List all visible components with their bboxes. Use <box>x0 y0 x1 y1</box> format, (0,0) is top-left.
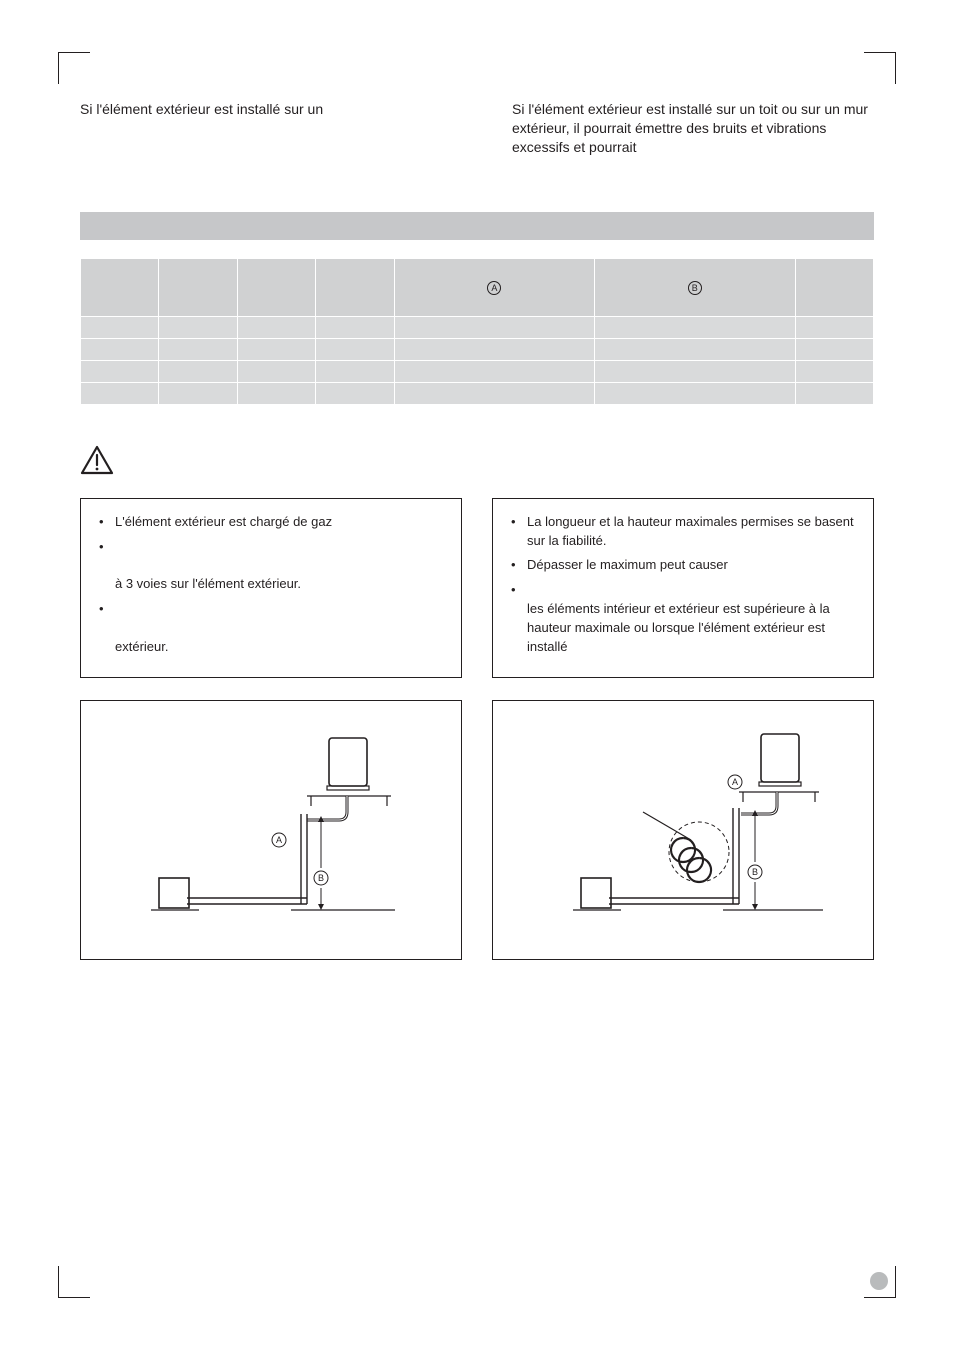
note-right-item: Dépasser le maximum peut causer <box>509 556 857 575</box>
circle-a-icon: A <box>487 281 501 295</box>
warning-row <box>80 445 874 480</box>
note-right-item: les éléments intérieur et extérieur est … <box>509 581 857 656</box>
th-5: B <box>595 258 795 316</box>
diagram-left: A B <box>80 700 462 960</box>
intro-columns: Si l'élément extérieur est installé sur … <box>80 100 874 157</box>
th-1 <box>159 258 237 316</box>
note-left-item: L'élément extérieur est chargé de gaz <box>97 513 445 532</box>
note-left-item: à 3 voies sur l'élément extérieur. <box>97 538 445 595</box>
note-right-item: La longueur et la hauteur maximales perm… <box>509 513 857 551</box>
th-3 <box>316 258 394 316</box>
section-bar <box>80 212 874 240</box>
intro-left: Si l'élément extérieur est installé sur … <box>80 100 442 157</box>
th-0 <box>81 258 159 316</box>
table-row <box>81 382 874 404</box>
note-boxes: L'élément extérieur est chargé de gaz à … <box>80 498 874 678</box>
table-row <box>81 338 874 360</box>
page-dot <box>870 1272 888 1290</box>
intro-right: Si l'élément extérieur est installé sur … <box>512 100 874 157</box>
warning-icon <box>80 445 114 480</box>
diagram2-a-label: A <box>732 777 738 787</box>
table-header-row: A B <box>81 258 874 316</box>
th-2 <box>237 258 315 316</box>
th-6 <box>795 258 873 316</box>
spec-table: A B <box>80 258 874 405</box>
th-4: A <box>394 258 594 316</box>
diagram-row: A B <box>80 700 874 960</box>
table-row <box>81 360 874 382</box>
note-box-right: La longueur et la hauteur maximales perm… <box>492 498 874 678</box>
circle-b-icon: B <box>688 281 702 295</box>
intro-right-text: Si l'élément extérieur est installé sur … <box>512 101 868 155</box>
diagram-a-label: A <box>276 835 282 845</box>
diagram-right: A B <box>492 700 874 960</box>
note-left-item: extérieur. <box>97 600 445 657</box>
table-row <box>81 316 874 338</box>
intro-left-text: Si l'élément extérieur est installé sur … <box>80 101 323 117</box>
diagram-b-label: B <box>318 873 324 883</box>
diagram2-b-label: B <box>752 867 758 877</box>
note-box-left: L'élément extérieur est chargé de gaz à … <box>80 498 462 678</box>
